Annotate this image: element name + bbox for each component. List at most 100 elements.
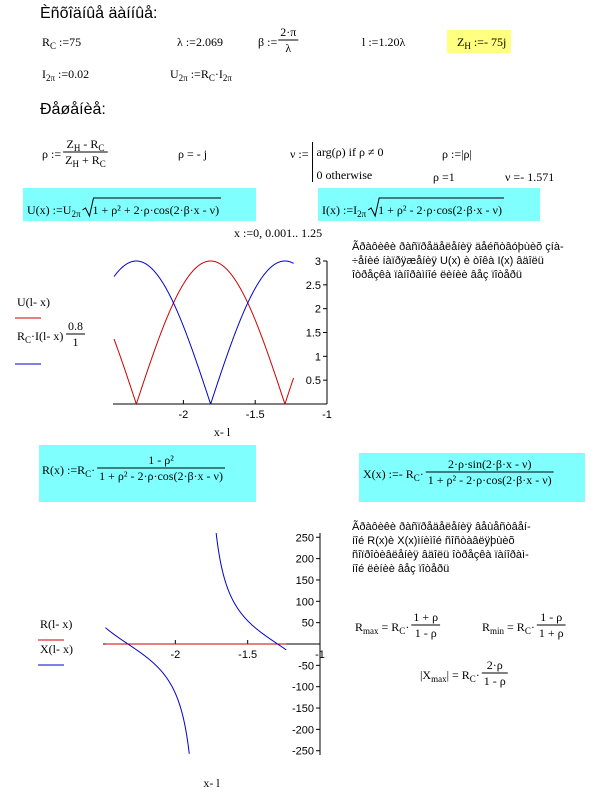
text-part: 1 + ρ² - 2·ρ·cos(2·β·x - ν) [378, 203, 502, 217]
text-part: R [42, 35, 50, 49]
y-tick-label: 200 [296, 554, 314, 566]
radical [82, 197, 222, 218]
text-part: 1 + ρ [539, 626, 564, 640]
text-part: j [502, 35, 506, 49]
highlight [447, 30, 511, 53]
text-part: x- l [203, 776, 220, 790]
note: ÷åíèé íàïðÿæåíèÿ U(x) è òîêà I(x) âäîëü [352, 255, 544, 267]
text-part: 1.25 [301, 226, 322, 240]
text-part: ρ = - j [178, 147, 207, 161]
math-text: R(x) :=RC· [42, 463, 95, 479]
y-tick-label: 0.5 [306, 375, 321, 387]
math-text: ρ =1 [433, 170, 455, 184]
text-part: = R [504, 620, 525, 634]
text-part: 1.20 [378, 35, 399, 49]
curve [113, 260, 295, 406]
curve [105, 533, 287, 754]
text-part: := [183, 35, 196, 49]
text-part: 2·ρ·sin(2·β·x - ν) [448, 457, 532, 471]
text-part: = R [379, 620, 400, 634]
x-tick-label: -1.5 [246, 409, 265, 421]
text-part: ρ = [433, 170, 449, 184]
math-text: λ [285, 41, 291, 55]
subscript: C [209, 73, 215, 83]
heading: Ðåøåíèå: [40, 100, 106, 118]
math-text: Rmin = RC· [482, 620, 535, 636]
text-part: - 75 [484, 35, 503, 49]
text-part: îòðåçêà ïàíîðàìíîé ëèíèè âåç ïîòåðü [351, 269, 522, 281]
subscript: 2π [357, 209, 367, 219]
math-text: ρ = - j [178, 147, 207, 161]
math-text: ZH :=- 75j [457, 35, 506, 51]
text-part: 75 [69, 35, 81, 49]
subscript: 2π [46, 73, 56, 83]
text-part: - R [80, 137, 98, 151]
text-part: X(l- x) [40, 642, 73, 656]
math-text: 1 - ρ² [148, 453, 174, 467]
text-part: ÷åíèé íàïðÿæåíèÿ U(x) è òîêà I(x) âäîëü [352, 255, 544, 267]
y-tick-label: 250 [296, 532, 314, 544]
subscript: H [74, 143, 81, 153]
text-part: | = R [447, 668, 470, 682]
math-text: 2·ρ·sin(2·β·x - ν) [448, 457, 532, 471]
text-part: arg(ρ) if ρ ≠ 0 [317, 145, 384, 159]
formula-box [39, 445, 256, 502]
math-text: 2·ρ [487, 658, 503, 672]
text-part: R [201, 67, 209, 81]
math-text: 1 + ρ [539, 626, 564, 640]
subscript: max [431, 674, 447, 684]
text-part: , [259, 226, 265, 240]
text-part: U(x) :=U [27, 203, 72, 217]
math-text: 1 - ρ [540, 610, 562, 624]
text-part: Ðåøåíèå: [40, 100, 106, 118]
math-text: x :=0, 0.001.. 1.25 [234, 226, 322, 240]
text-part: Z [65, 153, 72, 167]
x-tick-label: -1 [315, 649, 325, 661]
text-part: 1 - ρ [484, 674, 506, 688]
math-text: RC :=75 [42, 35, 81, 51]
text-part: + R [79, 153, 100, 167]
legend-label: RC·I(l- x) [17, 329, 63, 345]
text-part: R [482, 620, 490, 634]
text-part: I [42, 67, 46, 81]
text-part: X(x) :=- R [363, 467, 414, 481]
y-tick-label: 1 [315, 351, 321, 363]
text-part: · [405, 620, 409, 634]
math-text: 2·π [280, 25, 296, 39]
text-part: x- l [214, 425, 231, 439]
math-text: |Xmax| = RC· [420, 668, 480, 684]
math-text: 1 + ρ² - 2·ρ·cos(2·β·x - ν) [99, 469, 223, 483]
text-part: - 1.571 [520, 170, 554, 184]
text-part: := [471, 35, 484, 49]
math-text: 1 - ρ [415, 626, 437, 640]
math-text: I2π :=0.02 [42, 67, 89, 83]
text-part: 1 + ρ [413, 610, 438, 624]
y-tick-label: 50 [302, 618, 314, 630]
formula-box [318, 188, 540, 221]
text-part: := [55, 67, 68, 81]
text-part: 0 [253, 226, 259, 240]
text-part: 2·π [280, 25, 296, 39]
text-part: · [531, 620, 535, 634]
text-part: 1 - ρ [540, 610, 562, 624]
subscript: C [525, 626, 531, 636]
y-tick-label: 2 [315, 304, 321, 316]
text-part: 0.02 [68, 67, 89, 81]
y-tick-label: 1.5 [306, 328, 321, 340]
text-part: Z [457, 35, 464, 49]
radical [367, 197, 504, 218]
x-axis-label: x- l [214, 425, 231, 439]
subscript: max [363, 626, 379, 636]
text-part: 0.001 [265, 226, 292, 240]
math-text: λ :=2.069 [177, 35, 223, 49]
text-part: R(l- x) [40, 617, 72, 631]
text-part: := [56, 35, 69, 49]
math-text: U2π :=RC·I2π [170, 67, 232, 83]
math-text: ZH - RC [66, 137, 104, 153]
text-part: · [420, 467, 424, 481]
text-part: λ [285, 41, 291, 55]
math-text: ZH + RC [65, 153, 106, 169]
text-part: Èñõîäíûå äàííûå: [40, 3, 157, 22]
legend-label: R(l- x) [40, 617, 72, 631]
math-text: 1 + ρ [413, 610, 438, 624]
